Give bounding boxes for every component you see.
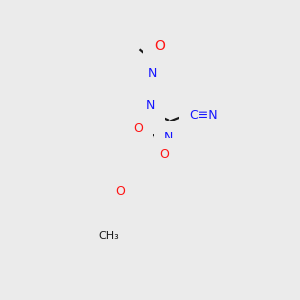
Text: O: O [159,148,169,161]
Text: CH₃: CH₃ [98,231,119,241]
Text: O: O [133,122,143,135]
Text: N: N [164,130,173,144]
Text: C≡N: C≡N [189,109,218,122]
Text: N: N [148,67,157,80]
Text: O: O [115,185,125,198]
Text: O: O [154,39,165,53]
Text: N: N [145,99,155,112]
